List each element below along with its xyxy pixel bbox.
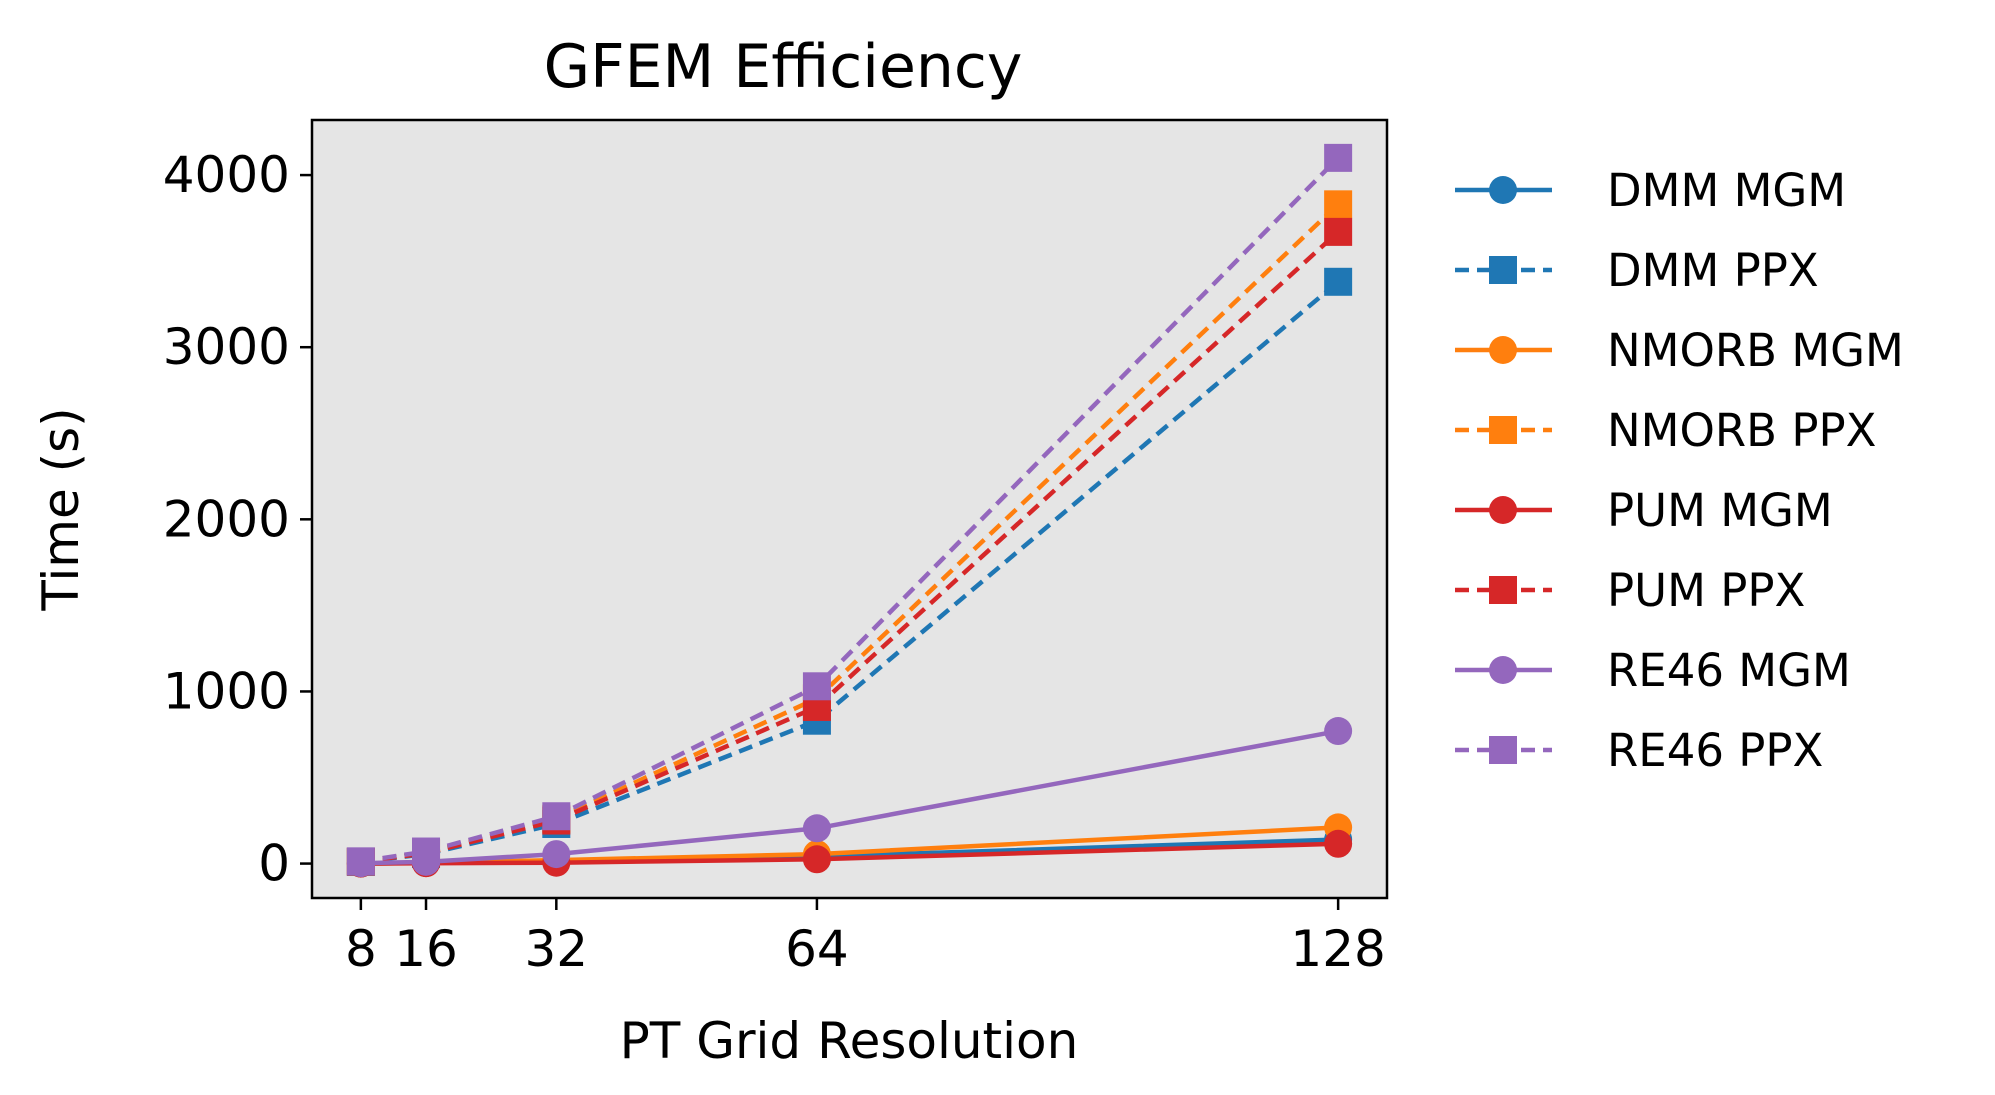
legend-marker <box>1489 736 1517 764</box>
legend-label: RE46 PPX <box>1607 724 1823 777</box>
data-point <box>1324 190 1353 219</box>
plot-frame <box>310 118 1389 900</box>
data-point <box>542 840 571 869</box>
y-axis-label: Time (s) <box>32 407 90 611</box>
legend-item: PUM PPX <box>1455 564 1805 617</box>
y-tick-label: 0 <box>258 835 290 893</box>
legend-label: PUM MGM <box>1607 484 1833 537</box>
data-point <box>1324 267 1353 296</box>
data-point <box>1324 829 1353 858</box>
series-layer <box>346 143 1353 878</box>
legend-item: RE46 MGM <box>1455 644 1851 697</box>
legend-item: NMORB PPX <box>1455 404 1876 457</box>
x-axis: 8 16 32 64 128 <box>345 898 1386 978</box>
legend-marker <box>1489 256 1517 284</box>
legend-marker <box>1489 176 1517 204</box>
data-point <box>412 837 441 866</box>
y-tick-label: 4000 <box>163 146 290 204</box>
legend-label: DMM PPX <box>1607 244 1819 297</box>
series-re46-ppx <box>346 143 1353 876</box>
legend-label: NMORB MGM <box>1607 324 1904 377</box>
x-tick-label: 32 <box>525 920 589 978</box>
legend-item: PUM MGM <box>1455 484 1833 537</box>
legend-item: RE46 PPX <box>1455 724 1823 777</box>
data-point <box>802 845 831 874</box>
plot-area <box>312 120 1387 898</box>
x-tick-label: 128 <box>1290 920 1385 978</box>
legend-marker <box>1489 576 1517 604</box>
y-axis: 0 1000 2000 3000 4000 <box>163 146 312 893</box>
legend-label: PUM PPX <box>1607 564 1805 617</box>
data-point <box>542 802 571 831</box>
data-point <box>802 814 831 843</box>
legend-item: NMORB MGM <box>1455 324 1904 377</box>
data-point <box>1324 717 1353 746</box>
x-tick-label: 16 <box>394 920 458 978</box>
y-tick-label: 1000 <box>163 662 290 720</box>
data-point <box>1324 143 1353 172</box>
legend-label: DMM MGM <box>1607 164 1846 217</box>
legend-marker <box>1489 336 1517 364</box>
legend-label: NMORB PPX <box>1607 404 1876 457</box>
x-axis-label: PT Grid Resolution <box>620 1012 1079 1070</box>
legend-marker <box>1489 656 1517 684</box>
y-tick-label: 2000 <box>163 490 290 548</box>
legend-marker <box>1489 496 1517 524</box>
legend-label: RE46 MGM <box>1607 644 1851 697</box>
legend: DMM MGM DMM PPX NMORB MGM NMORB PPX PUM MGM P… <box>1455 164 1904 777</box>
legend-marker <box>1489 416 1517 444</box>
legend-item: DMM MGM <box>1455 164 1846 217</box>
y-tick-label: 3000 <box>163 318 290 376</box>
x-tick-label: 8 <box>345 920 377 978</box>
x-tick-label: 64 <box>785 920 849 978</box>
legend-item: DMM PPX <box>1455 244 1819 297</box>
data-point <box>802 672 831 701</box>
data-point <box>1324 217 1353 246</box>
data-point <box>346 847 375 876</box>
chart-title: GFEM Efficiency <box>544 32 1023 102</box>
